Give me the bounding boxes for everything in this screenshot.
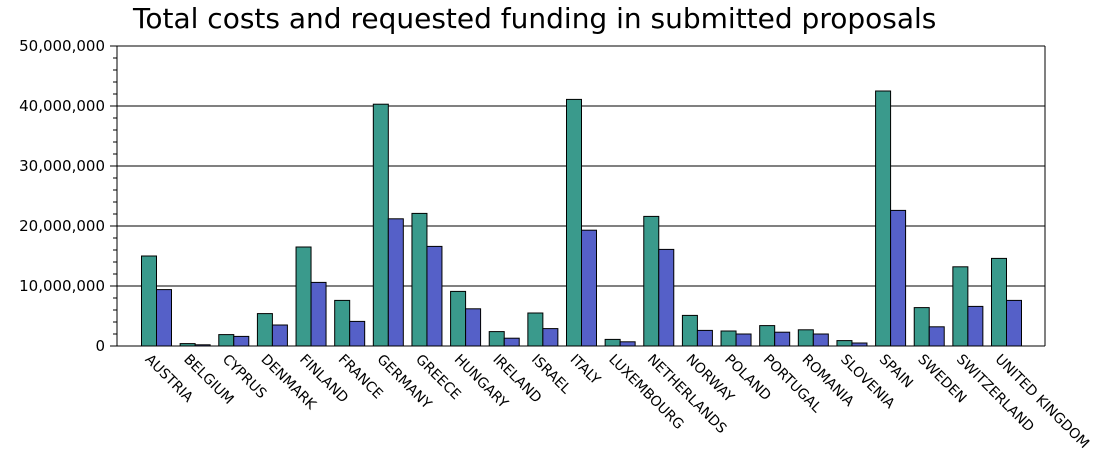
bar bbox=[774, 331, 791, 347]
bar bbox=[295, 246, 312, 347]
bar bbox=[450, 290, 467, 347]
bar bbox=[696, 329, 713, 347]
bar bbox=[349, 320, 366, 347]
bar bbox=[604, 338, 621, 347]
bar bbox=[1006, 299, 1022, 347]
bar bbox=[681, 314, 698, 347]
y-axis-ticks: 0 10,000,000 20,000,000 30,000,000 40,000,00… bbox=[19, 37, 117, 355]
bar bbox=[643, 215, 660, 347]
bar bbox=[334, 299, 351, 347]
bar bbox=[372, 103, 389, 347]
bar bbox=[271, 324, 288, 347]
x-tick-label: ITALY bbox=[567, 352, 604, 389]
y-tick-label: 50,000,000 bbox=[19, 37, 105, 55]
bar bbox=[310, 281, 327, 347]
bar bbox=[233, 335, 250, 347]
bar bbox=[527, 312, 544, 347]
x-axis-labels: AUSTRIABELGIUMCYPRUSDENMARKFINLANDFRANCE… bbox=[142, 352, 1092, 452]
bar bbox=[218, 334, 235, 347]
bar bbox=[797, 329, 814, 347]
bar bbox=[720, 330, 737, 347]
bar bbox=[928, 326, 945, 347]
bar bbox=[542, 328, 559, 347]
bar bbox=[759, 325, 776, 347]
bar bbox=[658, 248, 675, 347]
y-tick-label: 40,000,000 bbox=[19, 97, 105, 115]
bar bbox=[967, 305, 984, 347]
bar bbox=[890, 209, 907, 347]
bar bbox=[426, 245, 443, 347]
bar bbox=[465, 308, 482, 347]
bar bbox=[812, 333, 829, 347]
bar bbox=[387, 218, 404, 347]
bar bbox=[913, 307, 930, 347]
y-tick-label: 0 bbox=[95, 337, 105, 355]
y-tick-label: 30,000,000 bbox=[19, 157, 105, 175]
bar bbox=[141, 255, 157, 347]
bar bbox=[619, 341, 636, 347]
bars bbox=[141, 90, 1022, 347]
bar bbox=[411, 212, 428, 347]
bar bbox=[156, 289, 172, 347]
bar bbox=[566, 98, 582, 347]
chart-title: Total costs and requested funding in sub… bbox=[132, 2, 936, 35]
bar bbox=[256, 313, 273, 347]
bar bbox=[503, 337, 520, 347]
bar bbox=[488, 331, 505, 347]
bar bbox=[735, 333, 752, 347]
bar bbox=[875, 90, 892, 347]
bar bbox=[991, 257, 1007, 347]
y-tick-label: 20,000,000 bbox=[19, 217, 105, 235]
y-tick-label: 10,000,000 bbox=[19, 277, 105, 295]
bar bbox=[836, 340, 853, 347]
bar bbox=[581, 229, 597, 347]
bar bbox=[952, 266, 969, 347]
axes bbox=[116, 45, 1046, 347]
